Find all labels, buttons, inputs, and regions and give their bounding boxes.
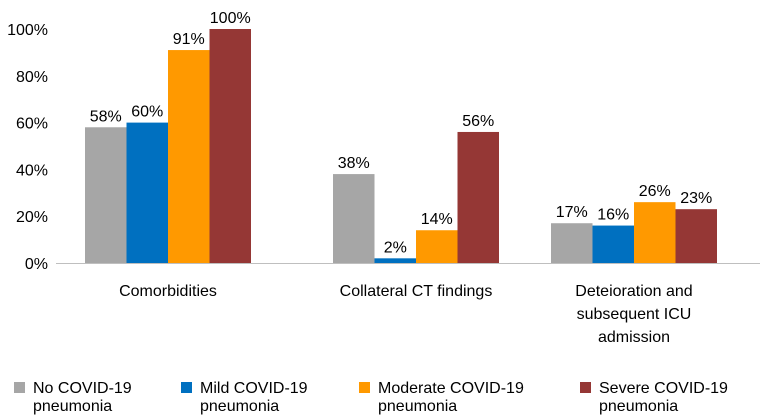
legend-item: Moderate COVID-19 pneumonia: [359, 380, 524, 415]
bar: [416, 230, 458, 263]
legend-item: Mild COVID-19 pneumonia: [181, 380, 308, 415]
bar: [374, 258, 416, 263]
x-category-label: Deteioration and subsequent ICU admission: [575, 283, 692, 346]
x-category-label: Comorbidities: [119, 283, 217, 300]
bar: [168, 50, 210, 264]
legend-item: No COVID-19 pneumonia: [14, 380, 132, 415]
x-category-label: Collateral CT findings: [340, 283, 493, 300]
legend-swatch: [580, 382, 591, 393]
data-label: 58%: [90, 108, 122, 125]
data-label: 26%: [639, 183, 671, 200]
y-tick-label: 80%: [16, 69, 48, 86]
legend-swatch: [181, 382, 192, 393]
data-label: 56%: [462, 113, 494, 130]
legend-label: Moderate COVID-19 pneumonia: [378, 380, 524, 415]
bar: [634, 202, 676, 263]
data-labels: 58% 60% 91% 100% 38% 2% 14% 56% 17% 16% 26% 23%: [90, 10, 713, 256]
legend-label: No COVID-19 pneumonia: [33, 380, 132, 415]
data-label: 2%: [384, 239, 407, 256]
bar: [675, 209, 717, 263]
bar-series-group: [85, 29, 717, 264]
data-label: 91%: [173, 31, 205, 48]
legend-swatch: [14, 382, 25, 393]
bar: [551, 223, 593, 263]
y-tick-label: 60%: [16, 116, 48, 133]
data-label: 16%: [597, 207, 629, 224]
legend-label: Mild COVID-19 pneumonia: [200, 380, 308, 415]
bar: [85, 127, 127, 263]
legend: No COVID-19 pneumonia Mild COVID-19 pneumon…: [14, 380, 728, 415]
bar: [333, 174, 375, 263]
x-axis-category-labels: Comorbidities Collateral CT findings Detei…: [119, 283, 693, 346]
y-tick-label: 20%: [16, 209, 48, 226]
bar: [209, 29, 251, 263]
y-axis: 0% 20% 40% 60% 80% 100%: [7, 22, 48, 273]
y-tick-label: 0%: [25, 256, 48, 273]
data-label: 17%: [556, 204, 588, 221]
data-label: 100%: [210, 10, 251, 27]
data-label: 60%: [131, 104, 163, 121]
data-label: 38%: [338, 155, 370, 172]
bar: [126, 122, 168, 263]
y-tick-label: 100%: [7, 22, 48, 39]
legend-swatch: [359, 382, 370, 393]
data-label: 23%: [680, 190, 712, 207]
y-tick-label: 40%: [16, 162, 48, 179]
data-label: 14%: [421, 211, 453, 228]
bar: [592, 225, 634, 263]
legend-label: Severe COVID-19 pneumonia: [599, 380, 728, 415]
bar: [457, 131, 499, 263]
legend-item: Severe COVID-19 pneumonia: [580, 380, 728, 415]
